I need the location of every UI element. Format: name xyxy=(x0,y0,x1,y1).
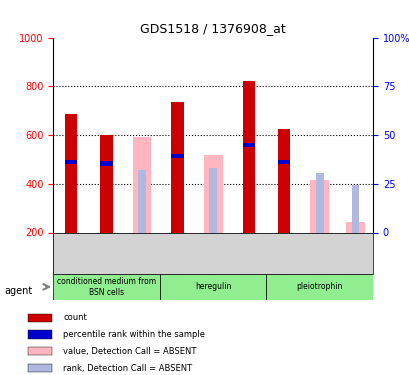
Bar xyxy=(310,180,328,232)
Text: GSM76386: GSM76386 xyxy=(173,235,182,280)
Bar xyxy=(133,138,151,232)
Text: GSM76390: GSM76390 xyxy=(315,235,324,280)
Text: heregulin: heregulin xyxy=(195,282,231,291)
Text: GSM76388: GSM76388 xyxy=(244,235,253,280)
Bar xyxy=(171,102,184,232)
Bar xyxy=(242,143,254,147)
Text: rank, Detection Call = ABSENT: rank, Detection Call = ABSENT xyxy=(63,364,192,373)
Text: GSM76383: GSM76383 xyxy=(66,235,75,280)
Text: count: count xyxy=(63,313,87,322)
Bar xyxy=(100,161,112,166)
Text: GSM76387: GSM76387 xyxy=(208,235,217,280)
Title: GDS1518 / 1376908_at: GDS1518 / 1376908_at xyxy=(140,22,285,35)
Bar xyxy=(65,160,77,164)
Bar xyxy=(100,135,112,232)
Text: GSM76391: GSM76391 xyxy=(350,235,359,280)
Bar xyxy=(277,129,290,232)
Bar xyxy=(171,153,184,158)
Bar xyxy=(351,185,358,232)
Bar xyxy=(28,330,52,339)
Text: GSM76384: GSM76384 xyxy=(102,235,111,280)
Text: pleiotrophin: pleiotrophin xyxy=(296,282,342,291)
Bar xyxy=(138,170,146,232)
Bar xyxy=(203,154,222,232)
Bar xyxy=(65,114,77,232)
Text: percentile rank within the sample: percentile rank within the sample xyxy=(63,330,205,339)
Bar xyxy=(28,364,52,372)
Text: value, Detection Call = ABSENT: value, Detection Call = ABSENT xyxy=(63,347,196,356)
Bar xyxy=(345,222,364,232)
FancyBboxPatch shape xyxy=(53,274,160,300)
Bar xyxy=(242,81,254,232)
FancyBboxPatch shape xyxy=(160,274,266,300)
Text: GSM76389: GSM76389 xyxy=(279,235,288,280)
Bar xyxy=(28,347,52,355)
Bar xyxy=(209,168,216,232)
Text: conditioned medium from
BSN cells: conditioned medium from BSN cells xyxy=(57,277,156,297)
Bar xyxy=(28,314,52,322)
Text: agent: agent xyxy=(4,286,32,296)
Text: GSM76385: GSM76385 xyxy=(137,235,146,280)
Bar xyxy=(315,173,323,232)
FancyBboxPatch shape xyxy=(266,274,372,300)
Bar xyxy=(277,160,290,164)
